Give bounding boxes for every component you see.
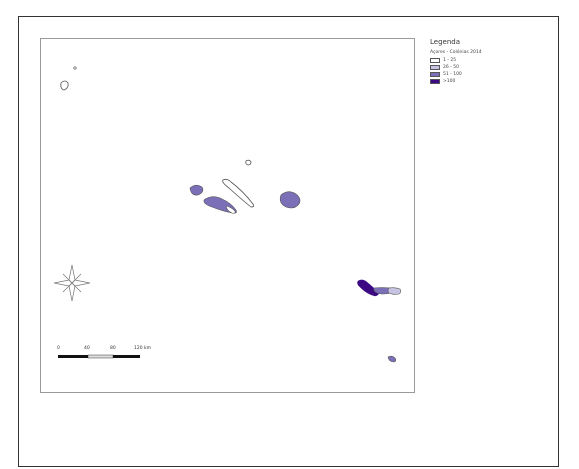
island-terceira <box>279 191 301 209</box>
compass-rose-icon <box>53 264 91 302</box>
island-pico-east <box>225 205 236 214</box>
island-corvo <box>73 66 77 70</box>
legend-item: 26 - 50 <box>430 64 550 71</box>
island-santa-maria <box>387 355 397 363</box>
map-canvas <box>53 66 402 363</box>
scale-label-80: 80 <box>110 346 116 351</box>
scale-bar <box>58 354 140 359</box>
legend-title: Legenda <box>430 38 461 46</box>
legend-list: 1 - 25 26 - 50 51 - 100 >100 <box>430 57 550 85</box>
legend-swatch <box>430 58 440 63</box>
island-sao-jorge <box>222 178 255 208</box>
legend-swatch <box>430 72 440 77</box>
island-group-west <box>60 66 77 91</box>
legend-swatch <box>430 65 440 70</box>
legend-label: 26 - 50 <box>443 65 459 70</box>
island-faial <box>189 184 204 196</box>
map-frame <box>40 38 415 393</box>
legend-label: 51 - 100 <box>443 72 462 77</box>
legend: Legenda Açores - Colónias 2014 1 - 25 26 … <box>430 38 550 85</box>
island-group-central <box>189 159 301 214</box>
legend-item: 1 - 25 <box>430 57 550 64</box>
island-sao-miguel-west <box>357 279 379 297</box>
island-group-east <box>357 279 402 363</box>
island-sao-miguel-east <box>387 287 402 295</box>
island-graciosa <box>245 159 252 166</box>
scale-label-40: 40 <box>84 346 90 351</box>
island-flores <box>60 80 69 91</box>
legend-item: >100 <box>430 78 550 85</box>
legend-label: >100 <box>443 79 456 84</box>
scale-label-120: 120 km <box>134 346 152 351</box>
legend-swatch <box>430 79 440 84</box>
scale-label-0: 0 <box>57 346 60 351</box>
legend-item: 51 - 100 <box>430 71 550 78</box>
legend-subtitle: Açores - Colónias 2014 <box>430 50 482 55</box>
legend-label: 1 - 25 <box>443 58 457 63</box>
